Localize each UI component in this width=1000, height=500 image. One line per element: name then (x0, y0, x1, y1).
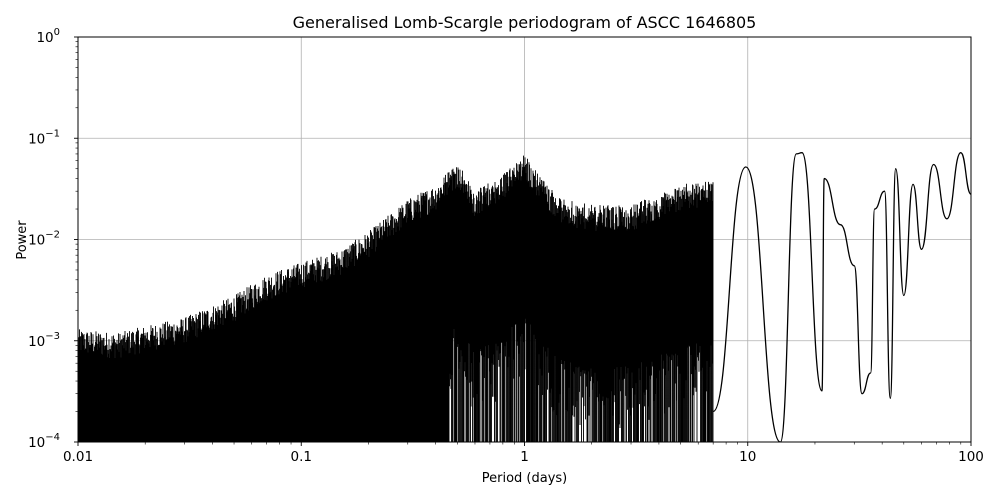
y-tick-label: 10−2 (28, 230, 60, 249)
x-tick-label: 0.01 (63, 449, 93, 465)
y-axis-label: Power (15, 220, 30, 260)
periodogram-line (78, 152, 971, 442)
x-axis-label: Period (days) (482, 471, 568, 486)
x-tick-label: 1 (520, 449, 529, 465)
chart-title: Generalised Lomb-Scargle periodogram of … (293, 13, 757, 32)
y-tick-label: 100 (36, 27, 60, 46)
x-tick-label: 0.1 (291, 449, 312, 465)
x-axis-ticks: 0.01 0.1 1 10 100 (63, 442, 984, 465)
y-tick-label: 10−4 (28, 432, 60, 451)
long-period-oscillation (712, 152, 971, 442)
y-tick-label: 10−1 (28, 128, 60, 147)
x-tick-label: 10 (739, 449, 756, 465)
x-tick-label: 100 (958, 449, 984, 465)
y-axis-ticks: 10−4 10−3 10−2 10−1 100 (28, 27, 78, 451)
noise-region (78, 155, 714, 442)
y-tick-label: 10−3 (28, 331, 60, 350)
